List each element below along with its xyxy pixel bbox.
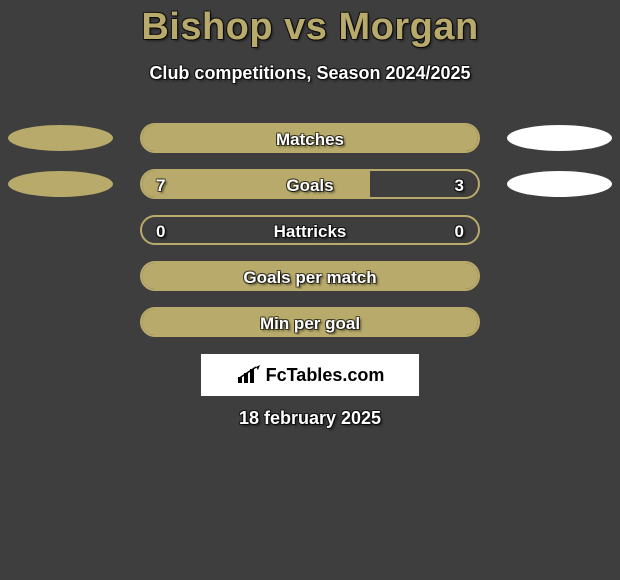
stat-bar: 73Goals [140, 169, 480, 199]
stat-bar: Goals per match [140, 261, 480, 291]
comparison-infographic: Bishop vs Morgan Club competitions, Seas… [0, 0, 620, 580]
bar-chart-icon [236, 365, 262, 385]
brand-box: FcTables.com [201, 354, 419, 396]
stat-row: Min per goal [0, 302, 620, 348]
stat-label: Hattricks [142, 217, 478, 245]
stat-label: Goals [142, 171, 478, 199]
left-avatar-placeholder [8, 125, 113, 151]
stat-bar: Min per goal [140, 307, 480, 337]
stat-row: Matches [0, 118, 620, 164]
stat-bar: 00Hattricks [140, 215, 480, 245]
page-title: Bishop vs Morgan [0, 0, 620, 49]
brand-text: FcTables.com [266, 365, 385, 386]
page-subtitle: Club competitions, Season 2024/2025 [0, 63, 620, 84]
stat-bar: Matches [140, 123, 480, 153]
stat-row: 73Goals [0, 164, 620, 210]
stat-label: Matches [142, 125, 478, 153]
left-avatar-placeholder [8, 171, 113, 197]
right-avatar-placeholder [507, 171, 612, 197]
right-avatar-placeholder [507, 125, 612, 151]
date-label: 18 february 2025 [0, 408, 620, 429]
stat-label: Goals per match [142, 263, 478, 291]
stat-label: Min per goal [142, 309, 478, 337]
stat-rows: Matches 73Goals 00Hattricks Goals per match… [0, 118, 620, 348]
stat-row: Goals per match [0, 256, 620, 302]
stat-row: 00Hattricks [0, 210, 620, 256]
